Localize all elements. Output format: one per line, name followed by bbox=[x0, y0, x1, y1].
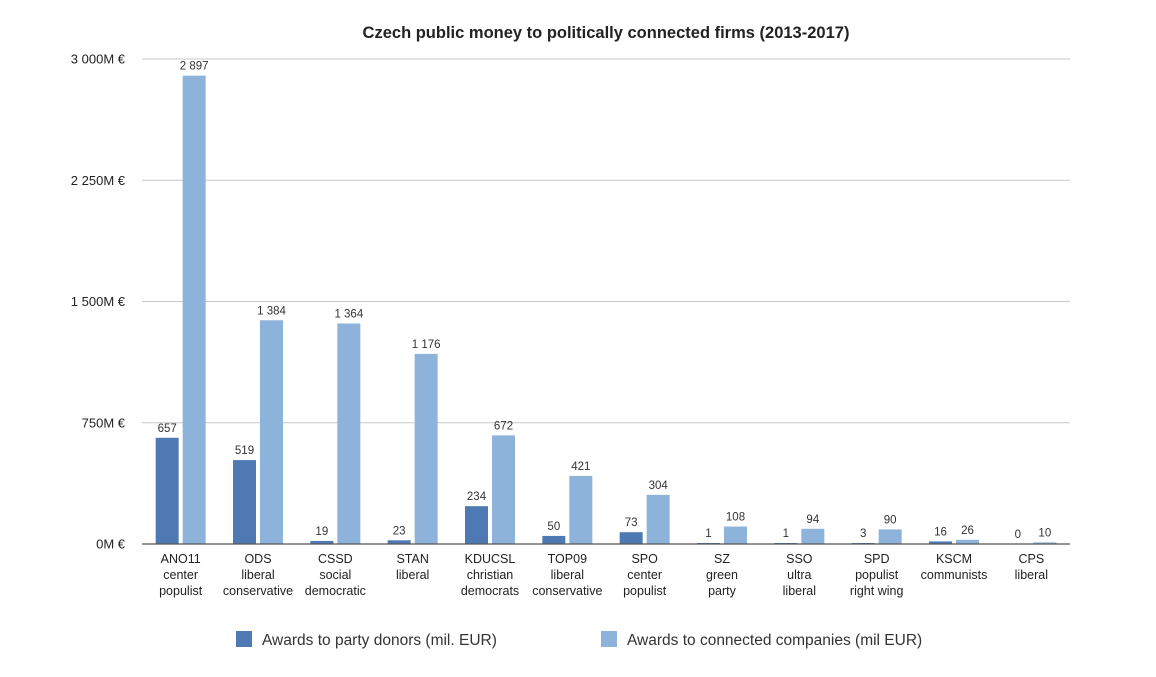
bar-connected-companies bbox=[801, 528, 825, 544]
bar-connected-companies bbox=[569, 475, 593, 544]
bar-party-donors bbox=[929, 541, 952, 544]
bar-connected-companies bbox=[956, 539, 979, 544]
data-label: 1 bbox=[783, 528, 789, 540]
category-sublabel: conservative bbox=[532, 584, 602, 598]
legend-swatch bbox=[601, 631, 617, 647]
data-label: 94 bbox=[806, 514, 819, 526]
data-label: 2 897 bbox=[180, 61, 209, 73]
category-sublabel: ultra bbox=[787, 568, 811, 582]
data-label: 1 bbox=[705, 528, 711, 540]
category-label: STAN bbox=[396, 552, 428, 566]
legend: Awards to party donors (mil. EUR) Awards … bbox=[236, 631, 922, 649]
category-label: SZ bbox=[714, 552, 730, 566]
data-label: 10 bbox=[1038, 527, 1051, 539]
bar-connected-companies bbox=[878, 529, 902, 544]
data-label: 50 bbox=[547, 521, 560, 533]
category-sublabel: populist bbox=[855, 568, 899, 582]
data-label: 108 bbox=[726, 512, 745, 524]
category-sublabel: liberal bbox=[551, 568, 584, 582]
category-sublabel: social bbox=[319, 568, 351, 582]
data-label: 304 bbox=[649, 480, 669, 492]
category-label: KSCM bbox=[936, 552, 972, 566]
category-sublabel: party bbox=[708, 584, 737, 598]
legend-swatch bbox=[236, 631, 252, 647]
category-sublabel: center bbox=[163, 568, 198, 582]
category-sublabel: populist bbox=[623, 584, 667, 598]
category-sublabel: liberal bbox=[783, 584, 816, 598]
category-labels-layer: ANO11 center populist ODS liberal conservativ… bbox=[159, 552, 1048, 598]
y-tick-label: 2 250M € bbox=[71, 173, 126, 188]
category-label: SSO bbox=[786, 552, 813, 566]
data-label: 0 bbox=[1015, 529, 1021, 541]
data-label: 1 364 bbox=[334, 308, 363, 320]
data-label: 23 bbox=[393, 525, 406, 537]
category-label: CSSD bbox=[318, 552, 353, 566]
grid-layer: 0M € 750M € 1 500M € 2 250M € 3 000M € bbox=[71, 52, 1070, 552]
bar-party-donors bbox=[465, 506, 488, 544]
data-label: 657 bbox=[158, 423, 177, 435]
bar-connected-companies bbox=[182, 75, 206, 544]
bar-party-donors bbox=[233, 460, 256, 544]
category-sublabel: right wing bbox=[850, 584, 904, 598]
category-label: ANO11 bbox=[161, 552, 201, 566]
category-sublabel: liberal bbox=[1015, 568, 1048, 582]
bar-connected-companies bbox=[260, 320, 283, 544]
category-label: SPO bbox=[631, 552, 658, 566]
bar-connected-companies bbox=[492, 435, 515, 544]
category-label: ODS bbox=[244, 552, 271, 566]
data-label: 26 bbox=[961, 525, 974, 537]
bar-party-donors bbox=[387, 540, 411, 544]
category-label: CPS bbox=[1018, 552, 1044, 566]
bar-connected-companies bbox=[337, 323, 361, 544]
legend-label: Awards to party donors (mil. EUR) bbox=[262, 632, 497, 649]
bar-party-donors bbox=[310, 540, 334, 544]
y-tick-label: 3 000M € bbox=[71, 52, 126, 67]
data-label: 672 bbox=[494, 420, 513, 432]
category-sublabel: center bbox=[627, 568, 662, 582]
category-sublabel: liberal bbox=[396, 568, 429, 582]
data-labels-layer: 657 2 897 519 1 384 19 1 364 23 1 176 234 672 50 42… bbox=[158, 61, 1052, 541]
data-label: 3 bbox=[860, 528, 866, 540]
category-label: KDUCSL bbox=[465, 552, 516, 566]
data-label: 519 bbox=[235, 445, 254, 457]
chart-title: Czech public money to politically connec… bbox=[363, 24, 850, 42]
legend-label: Awards to connected companies (mil EUR) bbox=[627, 632, 922, 649]
category-label: SPD bbox=[864, 552, 890, 566]
bar-connected-companies bbox=[414, 353, 438, 544]
category-sublabel: communists bbox=[921, 568, 988, 582]
category-sublabel: christian bbox=[467, 568, 514, 582]
data-label: 234 bbox=[467, 491, 487, 503]
bar-connected-companies bbox=[1033, 542, 1057, 544]
category-sublabel: conservative bbox=[223, 584, 293, 598]
data-label: 90 bbox=[884, 514, 897, 526]
data-label: 73 bbox=[625, 517, 638, 529]
bar-party-donors bbox=[619, 532, 643, 544]
bar-party-donors bbox=[155, 437, 179, 544]
data-label: 421 bbox=[571, 461, 590, 473]
y-tick-label: 1 500M € bbox=[71, 294, 126, 309]
data-label: 19 bbox=[315, 526, 328, 538]
category-sublabel: democrats bbox=[461, 584, 519, 598]
bar-party-donors bbox=[542, 535, 566, 544]
data-label: 1 176 bbox=[412, 339, 441, 351]
category-label: TOP09 bbox=[548, 552, 587, 566]
y-tick-label: 750M € bbox=[82, 415, 126, 430]
category-sublabel: green bbox=[706, 568, 738, 582]
data-label: 1 384 bbox=[257, 305, 286, 317]
bars-layer bbox=[142, 75, 1070, 545]
category-sublabel: democratic bbox=[305, 584, 366, 598]
category-sublabel: populist bbox=[159, 584, 203, 598]
bar-connected-companies bbox=[724, 526, 747, 544]
y-tick-label: 0M € bbox=[96, 537, 126, 552]
bar-connected-companies bbox=[646, 494, 670, 544]
data-label: 16 bbox=[934, 526, 947, 538]
category-sublabel: liberal bbox=[241, 568, 274, 582]
